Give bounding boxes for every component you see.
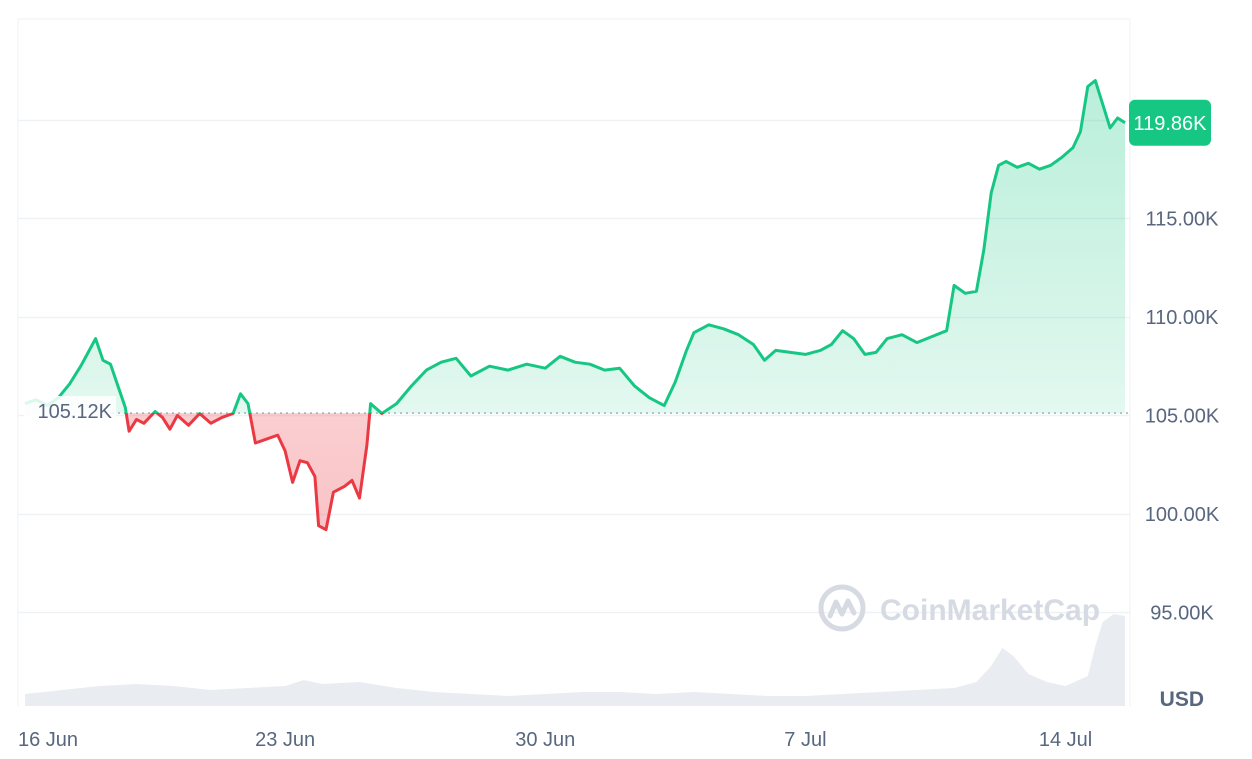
y-tick-label: 115.00K	[1145, 208, 1219, 230]
price-area-up	[25, 80, 1125, 414]
coinmarketcap-watermark: CoinMarketCap	[818, 584, 1100, 632]
y-tick-label: 105.00K	[1145, 405, 1220, 427]
coinmarketcap-logo-icon	[818, 584, 866, 632]
current-price-badge: 119.86K	[1129, 99, 1211, 146]
y-tick-label: 95.00K	[1150, 602, 1214, 624]
x-tick-label: 14 Jul	[1039, 729, 1092, 751]
current-price-label: 119.86K	[1133, 113, 1207, 135]
x-axis: 16 Jun 23 Jun 30 Jun 7 Jul 14 Jul	[18, 729, 1092, 751]
reference-label: 105.12K	[24, 396, 116, 424]
reference-label-bg	[24, 396, 116, 424]
volume-area-shape	[25, 614, 1125, 706]
x-tick-label: 23 Jun	[255, 729, 315, 751]
currency-label: USD	[1160, 688, 1204, 711]
current-price-badge-bg	[1129, 99, 1211, 146]
watermark-text: CoinMarketCap	[880, 594, 1100, 627]
price-area	[25, 80, 1125, 530]
y-axis: 115.00K 110.00K 105.00K 100.00K 95.00K	[1145, 208, 1220, 624]
x-tick-label: 7 Jul	[784, 729, 826, 751]
volume-area	[25, 614, 1125, 706]
reference-label-text: 105.12K	[37, 401, 112, 423]
y-tick-label: 110.00K	[1145, 307, 1219, 329]
price-line-up[interactable]	[24, 79, 1126, 530]
price-line-down[interactable]	[25, 81, 1125, 532]
x-tick-label: 30 Jun	[515, 729, 575, 751]
price-area-down	[25, 413, 1125, 530]
y-tick-label: 100.00K	[1145, 504, 1220, 526]
x-tick-label: 16 Jun	[18, 729, 78, 751]
price-line[interactable]	[24, 79, 1126, 532]
